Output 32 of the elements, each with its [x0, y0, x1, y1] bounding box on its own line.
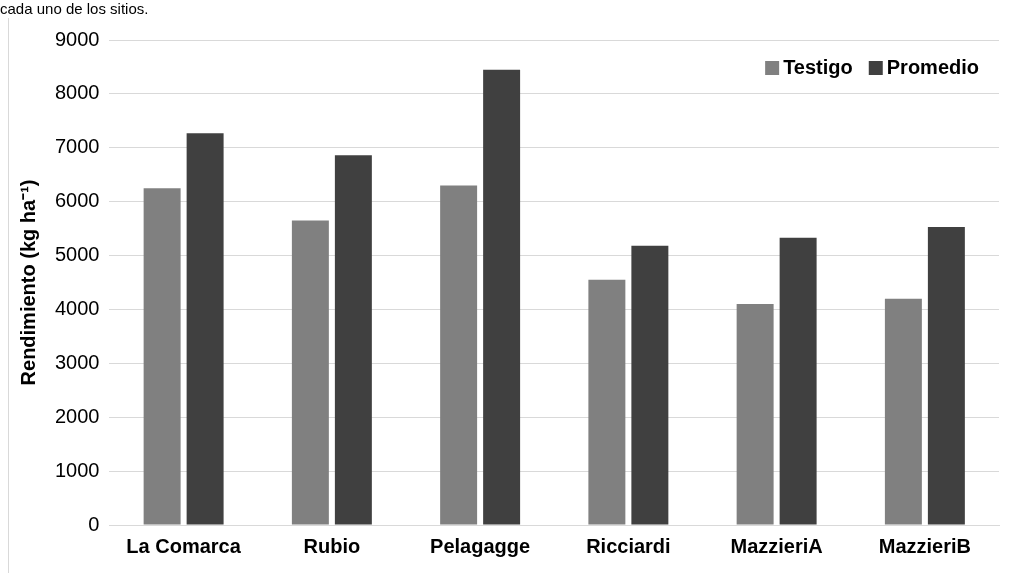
bar: [186, 133, 224, 525]
bar: [483, 69, 521, 525]
y-axis-title: Rendimiento (kg ha⁻¹): [16, 179, 39, 386]
y-tick-label: 9000: [54, 27, 100, 50]
x-tick-label: Ricciardi: [586, 534, 671, 557]
x-tick-label: Rubio: [303, 534, 361, 557]
legend-label: Promedio: [886, 55, 980, 78]
x-tick-label: Pelagagge: [430, 534, 531, 557]
bar: [779, 237, 817, 525]
bar: [440, 185, 478, 525]
bar: [334, 155, 372, 525]
y-tick-label: 5000: [54, 243, 100, 266]
bar: [143, 188, 181, 525]
bar: [631, 245, 669, 525]
y-tick-label: 4000: [54, 296, 100, 319]
legend-label: Testigo: [783, 55, 853, 78]
y-tick-label: 3000: [54, 350, 100, 373]
bar: [927, 226, 965, 525]
bar: [588, 279, 626, 525]
bar: [291, 220, 329, 525]
y-tick-label: 2000: [54, 404, 100, 427]
y-tick-label: 1000: [54, 458, 100, 481]
text: cada uno de los sitios.: [0, 0, 149, 17]
y-tick-label: 6000: [54, 189, 100, 212]
y-tick-label: 0: [88, 512, 100, 535]
x-tick-label: La Comarca: [126, 534, 242, 557]
bar: [884, 298, 922, 525]
y-tick-label: 8000: [54, 81, 100, 104]
bar: [736, 304, 774, 525]
x-tick-label: MazzieriA: [730, 534, 823, 557]
y-tick-label: 7000: [54, 135, 100, 158]
x-tick-label: MazzieriB: [878, 534, 971, 557]
